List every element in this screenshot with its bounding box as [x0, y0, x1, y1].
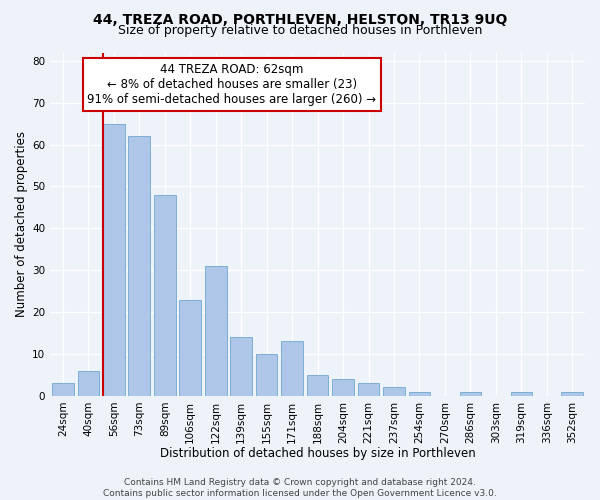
Bar [409, 392, 430, 396]
Bar [358, 384, 379, 396]
Bar [256, 354, 277, 396]
Bar [52, 384, 74, 396]
Text: Size of property relative to detached houses in Porthleven: Size of property relative to detached ho… [118, 24, 482, 37]
Bar [230, 337, 252, 396]
Text: Contains HM Land Registry data © Crown copyright and database right 2024.
Contai: Contains HM Land Registry data © Crown c… [103, 478, 497, 498]
Bar [332, 379, 354, 396]
Bar [179, 300, 201, 396]
Y-axis label: Number of detached properties: Number of detached properties [15, 131, 28, 317]
Bar [307, 375, 328, 396]
Text: 44, TREZA ROAD, PORTHLEVEN, HELSTON, TR13 9UQ: 44, TREZA ROAD, PORTHLEVEN, HELSTON, TR1… [93, 12, 507, 26]
Bar [562, 392, 583, 396]
Bar [460, 392, 481, 396]
Bar [154, 195, 176, 396]
Bar [511, 392, 532, 396]
Bar [205, 266, 227, 396]
Bar [383, 388, 405, 396]
Text: 44 TREZA ROAD: 62sqm
← 8% of detached houses are smaller (23)
91% of semi-detach: 44 TREZA ROAD: 62sqm ← 8% of detached ho… [88, 63, 377, 106]
X-axis label: Distribution of detached houses by size in Porthleven: Distribution of detached houses by size … [160, 447, 475, 460]
Bar [103, 124, 125, 396]
Bar [128, 136, 150, 396]
Bar [281, 342, 303, 396]
Bar [77, 370, 99, 396]
